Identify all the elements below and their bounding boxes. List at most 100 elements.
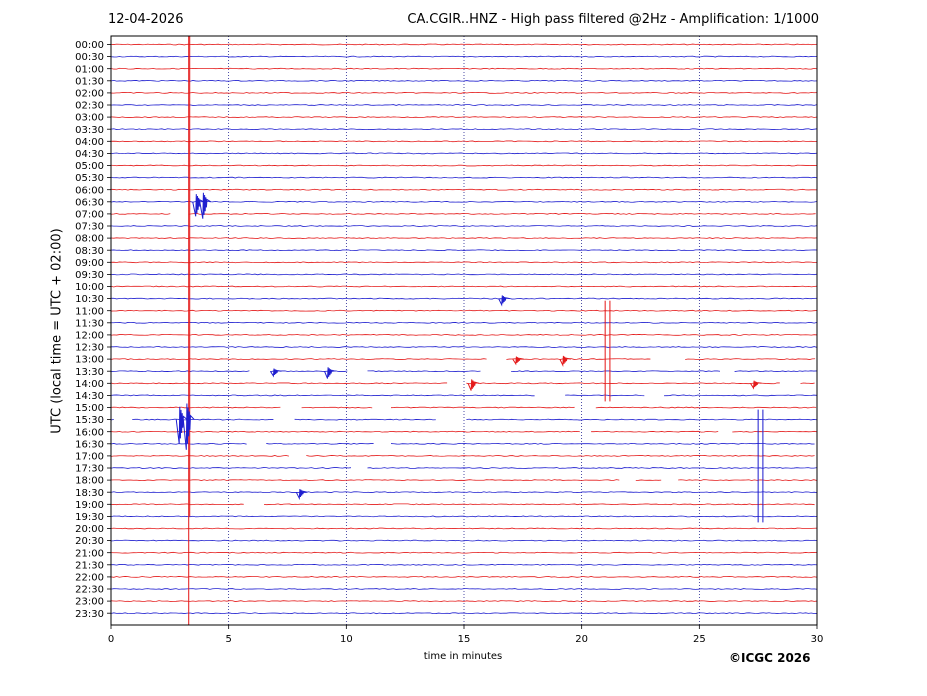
trace-line (110, 67, 818, 70)
trace-line (110, 600, 818, 602)
trace-line (306, 455, 815, 457)
y-tick-label: 00:00 (75, 40, 104, 51)
y-tick-label: 07:00 (75, 210, 104, 221)
y-tick-label: 02:00 (75, 89, 104, 100)
trace-line (110, 55, 818, 58)
x-axis-label: time in minutes (423, 651, 503, 662)
trace-line (110, 563, 818, 566)
y-tick-label: 08:30 (75, 246, 104, 257)
trace-line (685, 358, 816, 360)
event-mark (512, 356, 524, 366)
y-tick-label: 20:30 (75, 536, 104, 547)
event-mark (467, 379, 480, 391)
trace-line (511, 370, 721, 373)
trace-line (110, 43, 818, 46)
y-tick-label: 07:30 (75, 222, 104, 233)
trace-line (110, 188, 818, 191)
trace-line (390, 442, 815, 445)
plot-frame (110, 35, 818, 626)
trace-line (110, 539, 818, 542)
y-tick-label: 18:00 (75, 476, 104, 487)
y-tick-label: 04:00 (75, 137, 104, 148)
date-label: 12-04-2026 (108, 12, 184, 27)
trace-line (110, 346, 818, 348)
trace-line (110, 321, 818, 324)
trace-line (466, 382, 780, 385)
trace-line (678, 479, 817, 481)
y-tick-label: 16:00 (75, 427, 104, 438)
trace-line (110, 116, 818, 118)
y-tick-label: 18:30 (75, 488, 104, 499)
y-tick-label: 12:00 (75, 331, 104, 342)
y-tick-label: 10:30 (75, 294, 104, 305)
trace-line (110, 164, 818, 167)
y-tick-label: 19:30 (75, 512, 104, 523)
trace-line (110, 406, 281, 409)
trace-line (110, 334, 818, 336)
trace-line (266, 442, 374, 445)
y-tick-label: 15:30 (75, 415, 104, 426)
y-tick-label: 14:30 (75, 391, 104, 402)
trace-line (800, 382, 815, 384)
y-tick-label: 23:30 (75, 609, 104, 620)
trace-line (110, 515, 818, 518)
trace-line (110, 92, 818, 94)
event-mark (269, 368, 282, 378)
trace-line (110, 140, 818, 143)
trace-line (132, 418, 274, 421)
event-mark (750, 380, 762, 390)
y-tick-label: 09:00 (75, 258, 104, 269)
y-tick-label: 10:00 (75, 282, 104, 293)
x-tick-label: 20 (575, 634, 588, 645)
y-tick-label: 03:00 (75, 113, 104, 124)
y-tick-label: 12:30 (75, 343, 104, 354)
y-tick-label: 16:30 (75, 439, 104, 450)
x-tick-label: 15 (458, 634, 471, 645)
trace-line (110, 358, 487, 360)
trace-line (110, 297, 818, 300)
event-mark (295, 488, 308, 501)
y-tick-label: 21:30 (75, 560, 104, 571)
trace-line (734, 370, 817, 373)
trace-line (110, 104, 818, 106)
y-tick-label: 05:00 (75, 161, 104, 172)
trace-line (110, 237, 818, 239)
y-tick-label: 09:30 (75, 270, 104, 281)
y-tick-label: 14:00 (75, 379, 104, 390)
trace-line (110, 394, 535, 397)
y-tick-label: 08:00 (75, 234, 104, 245)
trace-line (367, 370, 481, 373)
trace-line (110, 612, 818, 615)
trace-line (110, 261, 818, 264)
y-tick-label: 21:00 (75, 548, 104, 559)
event-mark (182, 403, 195, 450)
trace-line (110, 479, 620, 481)
y-tick-label: 17:00 (75, 452, 104, 463)
y-tick-label: 01:00 (75, 64, 104, 75)
event-mark (498, 295, 510, 307)
y-tick-label: 11:00 (75, 306, 104, 317)
trace-line (591, 430, 719, 433)
trace-line (263, 503, 815, 506)
event-mark (199, 192, 212, 219)
trace-line (110, 273, 818, 276)
trace-line (110, 128, 818, 131)
x-tick-label: 10 (340, 634, 353, 645)
y-tick-label: 11:30 (75, 318, 104, 329)
y-tick-label: 15:00 (75, 403, 104, 414)
x-tick-label: 25 (693, 634, 706, 645)
y-tick-label: 06:30 (75, 197, 104, 208)
trace-line (110, 79, 818, 82)
trace-group (110, 36, 818, 625)
trace-line (595, 406, 817, 409)
trace-line (466, 418, 817, 421)
trace-line (110, 200, 818, 203)
chart-title: CA.CGIR..HNZ - High pass filtered @2Hz -… (407, 12, 819, 27)
trace-line (732, 430, 818, 433)
trace-line (110, 455, 289, 457)
trace-line (110, 503, 244, 506)
y-tick-label: 06:00 (75, 185, 104, 196)
trace-line (110, 527, 818, 530)
trace-line (110, 309, 818, 312)
